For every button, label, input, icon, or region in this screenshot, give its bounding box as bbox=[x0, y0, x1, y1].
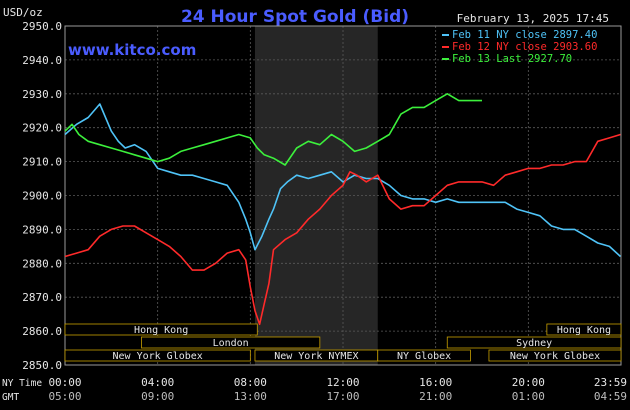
y-tick-label: 2950.0 bbox=[22, 20, 62, 33]
legend-entry: Feb 13 Last 2927.70 bbox=[452, 53, 572, 65]
x-tick-label: 21:00 bbox=[419, 390, 452, 403]
time-axis: NY Time 00:00 04:00 08:00 12:00 16:00 20:00 23:… bbox=[2, 376, 627, 403]
x-tick-label: 00:00 bbox=[48, 376, 81, 389]
plot-area-border bbox=[64, 25, 622, 366]
session-box: Hong Kong bbox=[64, 323, 258, 336]
session-box: New York NYMEX bbox=[254, 349, 379, 362]
session-box-rect bbox=[64, 349, 251, 362]
x-tick-label: 23:59 bbox=[594, 376, 627, 389]
series-line-2 bbox=[64, 133, 621, 326]
x-tick-label: 04:59 bbox=[594, 390, 627, 403]
y-tick-label: 2930.0 bbox=[22, 88, 62, 101]
session-box-rect bbox=[446, 336, 622, 349]
x-tick-label: 17:00 bbox=[326, 390, 359, 403]
session-box: London bbox=[141, 336, 321, 349]
session-box-rect bbox=[141, 336, 321, 349]
session-box: Sydney bbox=[446, 336, 622, 349]
x-tick-label: 13:00 bbox=[234, 390, 267, 403]
session-label: London bbox=[213, 338, 249, 349]
x-tick-label: 05:00 bbox=[48, 390, 81, 403]
session-label: New York Globex bbox=[113, 351, 203, 362]
x-tick-label: 12:00 bbox=[326, 376, 359, 389]
x-tick-label: 09:00 bbox=[141, 390, 174, 403]
y-tick-label: 2860.0 bbox=[22, 325, 62, 338]
y-tick-label: 2870.0 bbox=[22, 291, 62, 304]
session-box: NY Globex bbox=[377, 349, 471, 362]
series-line-3 bbox=[64, 93, 482, 166]
x-tick-label: 20:00 bbox=[512, 376, 545, 389]
timestamp: February 13, 2025 17:45 bbox=[457, 12, 609, 25]
x-tick-label: 16:00 bbox=[419, 376, 452, 389]
chart-title: 24 Hour Spot Gold (Bid) bbox=[181, 7, 409, 27]
y-tick-label: 2900.0 bbox=[22, 190, 62, 203]
series-lines bbox=[64, 93, 622, 326]
unit-label: USD/oz bbox=[3, 6, 43, 19]
trading-sessions: Hong Kong Hong Kong London Sydney New York G… bbox=[64, 323, 622, 362]
x-tick-label: 04:00 bbox=[141, 376, 174, 389]
session-box-rect bbox=[377, 349, 471, 362]
time-row-label: NY Time bbox=[2, 378, 42, 389]
x-tick-label: 01:00 bbox=[512, 390, 545, 403]
legend-entry: Feb 11 NY close 2897.40 bbox=[452, 29, 597, 41]
session-box-rect bbox=[488, 349, 622, 362]
legend-entry: Feb 12 NY close 2903.60 bbox=[452, 41, 597, 53]
session-box: New York Globex bbox=[64, 349, 251, 362]
session-label: New York NYMEX bbox=[274, 351, 358, 362]
session-box-rect bbox=[64, 323, 258, 336]
y-tick-label: 2890.0 bbox=[22, 223, 62, 236]
series-line-1 bbox=[64, 103, 622, 258]
kitco-watermark: www.kitco.com bbox=[68, 41, 196, 59]
session-label: New York Globex bbox=[510, 351, 600, 362]
session-box: Hong Kong bbox=[546, 323, 622, 336]
y-tick-label: 2940.0 bbox=[22, 54, 62, 67]
session-label: Hong Kong bbox=[134, 325, 188, 336]
session-label: Sydney bbox=[516, 338, 552, 349]
session-label: Hong Kong bbox=[557, 325, 611, 336]
session-label: NY Globex bbox=[397, 351, 451, 362]
y-tick-label: 2880.0 bbox=[22, 257, 62, 270]
y-tick-label: 2920.0 bbox=[22, 122, 62, 135]
x-tick-label: 08:00 bbox=[234, 376, 267, 389]
y-axis: 2950.0 2940.0 2930.0 2920.0 2910.0 2900.0 2890… bbox=[22, 20, 62, 372]
session-box: New York Globex bbox=[488, 349, 622, 362]
y-tick-label: 2910.0 bbox=[22, 156, 62, 169]
session-box-rect bbox=[546, 323, 622, 336]
y-tick-label: 2850.0 bbox=[22, 359, 62, 372]
time-row-label: GMT bbox=[2, 392, 19, 403]
